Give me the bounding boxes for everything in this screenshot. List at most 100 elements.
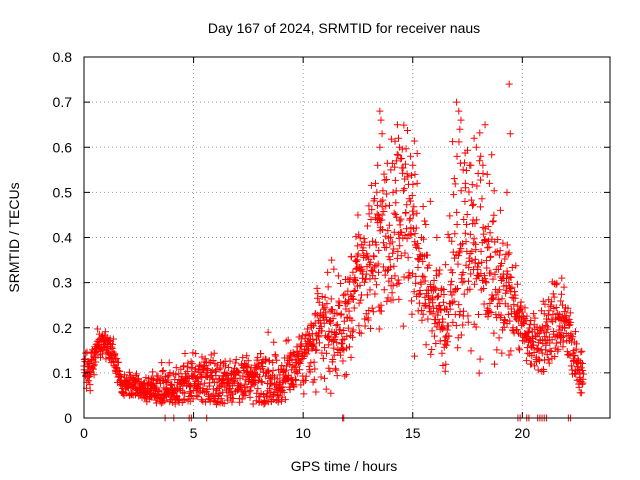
data-point <box>365 202 373 210</box>
data-point <box>496 206 504 214</box>
data-point <box>413 179 421 187</box>
data-point <box>101 328 109 336</box>
data-point <box>234 368 242 376</box>
data-point <box>361 322 369 330</box>
data-point <box>442 360 450 368</box>
data-point <box>423 251 431 259</box>
data-point <box>449 318 457 326</box>
data-point <box>370 263 378 271</box>
data-point <box>368 266 376 274</box>
data-point <box>115 368 123 376</box>
data-point <box>358 291 366 299</box>
data-point <box>401 160 409 168</box>
data-point <box>428 327 436 335</box>
data-point <box>403 170 411 178</box>
data-point <box>480 230 488 238</box>
y-axis-label: SRMTID / TECUs <box>6 182 22 292</box>
data-point <box>259 363 267 371</box>
axes: 0 5 10 15 20 0 0.1 0.2 0.3 0.4 0.5 0.6 0.7 0.8 <box>53 49 610 441</box>
data-point <box>239 354 247 362</box>
data-point <box>296 358 304 366</box>
data-point <box>254 354 262 362</box>
data-point <box>89 365 97 373</box>
data-point <box>456 125 464 133</box>
data-point <box>424 315 432 323</box>
data-point <box>391 163 399 171</box>
data-point <box>360 278 368 286</box>
data-point <box>444 230 452 238</box>
data-point <box>431 286 439 294</box>
data-point <box>114 358 122 366</box>
data-point <box>330 351 338 359</box>
data-point <box>186 388 194 396</box>
data-point <box>301 348 309 356</box>
data-point <box>448 269 456 277</box>
data-point <box>90 353 98 361</box>
data-point <box>265 368 273 376</box>
data-point <box>244 357 252 365</box>
data-point <box>477 270 485 278</box>
data-point <box>413 149 421 157</box>
data-point <box>444 322 452 330</box>
data-point <box>565 350 573 358</box>
data-point <box>347 353 355 361</box>
data-point <box>395 295 403 303</box>
data-point <box>337 280 345 288</box>
data-point <box>503 241 511 249</box>
data-point <box>459 321 467 329</box>
data-point <box>300 390 308 398</box>
data-point <box>318 327 326 335</box>
data-point <box>382 244 390 252</box>
data-point <box>490 187 498 195</box>
data-point <box>448 299 456 307</box>
data-point <box>303 350 311 358</box>
data-point <box>420 273 428 281</box>
data-point <box>391 137 399 145</box>
data-point <box>566 309 574 317</box>
data-point <box>374 260 382 268</box>
data-point <box>277 397 285 405</box>
data-point <box>321 344 329 352</box>
data-point <box>264 328 272 336</box>
data-point <box>380 170 388 178</box>
data-point <box>315 333 323 341</box>
data-point <box>484 244 492 252</box>
data-point <box>377 301 385 309</box>
data-point <box>502 274 510 282</box>
y-tick-label: 0 <box>64 410 72 426</box>
data-point <box>273 375 281 383</box>
data-point <box>309 335 317 343</box>
data-point <box>232 355 240 363</box>
data-point <box>189 395 197 403</box>
data-point <box>473 216 481 224</box>
data-point <box>481 121 489 129</box>
y-tick-label: 0.8 <box>53 49 73 65</box>
data-point <box>466 285 474 293</box>
data-point <box>430 332 438 340</box>
data-point <box>458 278 466 286</box>
data-point <box>445 234 453 242</box>
data-point <box>505 351 513 359</box>
data-point <box>489 217 497 225</box>
data-point <box>327 295 335 303</box>
data-point <box>565 315 573 323</box>
data-point <box>388 238 396 246</box>
data-point <box>316 339 324 347</box>
data-point <box>291 376 299 384</box>
data-point <box>445 332 453 340</box>
data-point <box>405 269 413 277</box>
data-point <box>380 239 388 247</box>
data-point <box>539 340 547 348</box>
data-point <box>192 350 200 358</box>
data-point <box>389 188 397 196</box>
data-point <box>442 341 450 349</box>
data-point <box>367 215 375 223</box>
data-point <box>333 339 341 347</box>
data-point <box>506 130 514 138</box>
y-tick-label: 0.5 <box>53 184 73 200</box>
data-point <box>278 362 286 370</box>
data-point <box>231 375 239 383</box>
data-point <box>398 228 406 236</box>
data-point <box>111 350 119 358</box>
